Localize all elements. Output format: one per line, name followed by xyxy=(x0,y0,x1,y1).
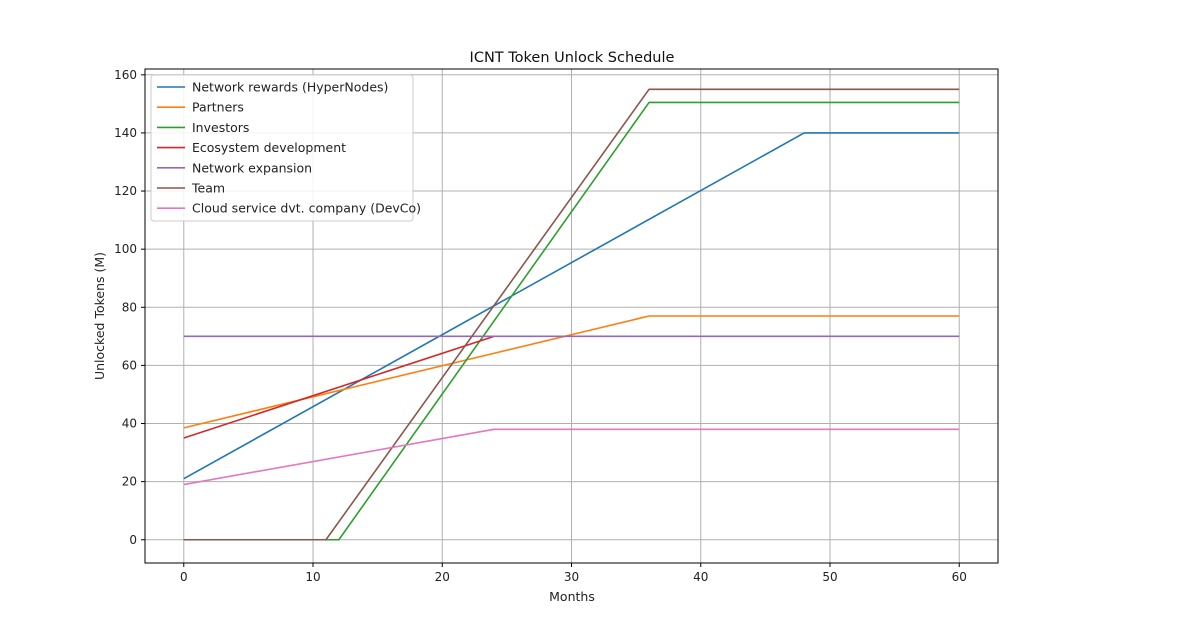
y-tick-label: 20 xyxy=(122,475,137,489)
y-tick-label: 140 xyxy=(114,126,137,140)
legend-item: Investors xyxy=(157,120,249,135)
legend-label: Network rewards (HyperNodes) xyxy=(192,80,388,95)
legend-label: Ecosystem development xyxy=(192,140,346,155)
legend-label: Investors xyxy=(192,120,249,135)
legend-item: Partners xyxy=(157,100,244,115)
y-tick-label: 160 xyxy=(114,68,137,82)
y-tick-label: 80 xyxy=(122,300,137,314)
x-tick-label: 60 xyxy=(952,570,967,584)
x-tick-label: 50 xyxy=(822,570,837,584)
series-line-ecosystem-development xyxy=(183,335,495,439)
x-tick-label: 10 xyxy=(305,570,320,584)
series-line-team xyxy=(183,88,960,541)
x-tick-label: 0 xyxy=(180,570,188,584)
x-tick-label: 30 xyxy=(564,570,579,584)
y-axis-label: Unlocked Tokens (M) xyxy=(92,252,107,380)
chart-title: ICNT Token Unlock Schedule xyxy=(470,50,675,66)
y-tick-label: 60 xyxy=(122,358,137,372)
series-line-partners xyxy=(183,315,960,429)
axis-ticks: 0 10 20 30 40 50 60 0 20 40 60 80 100 120 140 160 xyxy=(114,68,967,584)
legend-label: Cloud service dvt. company (DevCo) xyxy=(192,201,421,216)
legend-item: Ecosystem development xyxy=(157,140,346,155)
legend-item: Network expansion xyxy=(157,160,312,175)
x-tick-label: 20 xyxy=(435,570,450,584)
legend-item: Cloud service dvt. company (DevCo) xyxy=(157,201,421,216)
legend: Network rewards (HyperNodes) Partners Inve… xyxy=(150,74,421,222)
series-lines xyxy=(183,88,960,541)
legend-label: Partners xyxy=(192,100,244,115)
series-line-network-rewards-hypernodes xyxy=(183,132,960,480)
series-line-cloud-service-dvt-company-devco xyxy=(183,428,960,486)
y-tick-label: 100 xyxy=(114,242,137,256)
x-tick-label: 40 xyxy=(693,570,708,584)
y-tick-label: 120 xyxy=(114,184,137,198)
x-axis-label: Months xyxy=(549,589,595,604)
legend-label: Team xyxy=(191,181,225,196)
y-tick-label: 0 xyxy=(129,533,137,547)
legend-label: Network expansion xyxy=(192,160,312,175)
legend-box xyxy=(150,74,414,222)
legend-item: Network rewards (HyperNodes) xyxy=(157,80,388,95)
legend-item: Team xyxy=(157,181,225,196)
y-tick-label: 40 xyxy=(122,417,137,431)
